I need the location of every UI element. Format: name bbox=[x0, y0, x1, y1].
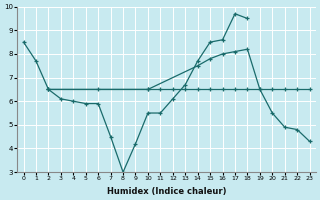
X-axis label: Humidex (Indice chaleur): Humidex (Indice chaleur) bbox=[107, 187, 226, 196]
